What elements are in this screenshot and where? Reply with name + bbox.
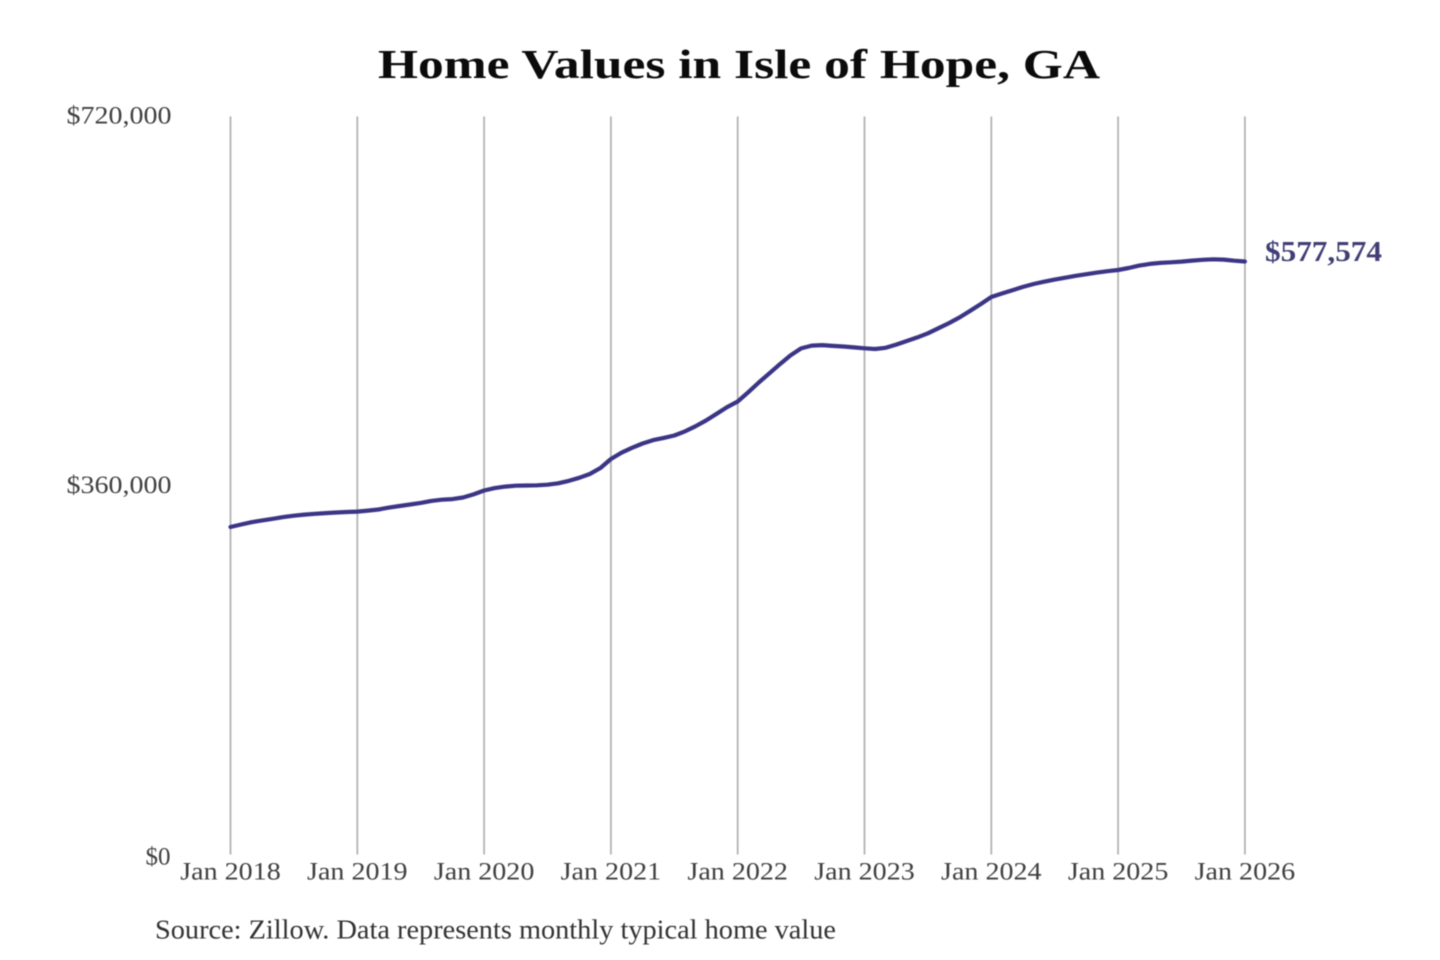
svg-text:Jan 2020: Jan 2020 <box>434 859 535 886</box>
svg-text:Jan 2025: Jan 2025 <box>1068 859 1169 886</box>
svg-text:Jan 2021: Jan 2021 <box>561 859 662 886</box>
svg-text:Jan 2026: Jan 2026 <box>1195 859 1296 886</box>
svg-text:$720,000: $720,000 <box>67 102 172 129</box>
svg-text:$577,574: $577,574 <box>1265 236 1382 268</box>
svg-text:Jan 2022: Jan 2022 <box>687 859 788 886</box>
svg-text:Jan 2023: Jan 2023 <box>814 859 915 886</box>
svg-text:$360,000: $360,000 <box>67 472 172 499</box>
svg-text:Jan 2018: Jan 2018 <box>180 859 281 886</box>
svg-text:Jan 2024: Jan 2024 <box>941 859 1042 886</box>
svg-text:Home Values in Isle of Hope, G: Home Values in Isle of Hope, GA <box>378 41 1100 87</box>
svg-text:$0: $0 <box>146 844 171 871</box>
svg-text:Jan 2019: Jan 2019 <box>307 859 408 886</box>
svg-text:Source: Zillow. Data represent: Source: Zillow. Data represents monthly … <box>155 914 836 944</box>
